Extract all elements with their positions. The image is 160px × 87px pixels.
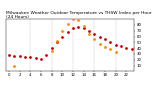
Text: Milwaukee Weather Outdoor Temperature vs THSW Index per Hour (24 Hours): Milwaukee Weather Outdoor Temperature vs… bbox=[6, 11, 152, 19]
